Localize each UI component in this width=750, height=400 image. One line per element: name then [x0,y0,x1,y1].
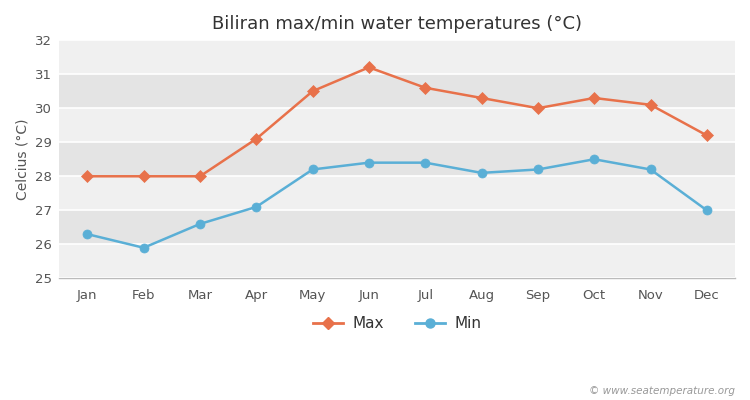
Max [646,102,655,107]
Max [252,136,261,141]
Max [82,174,92,179]
Max [140,174,148,179]
Bar [59,142,735,176]
Max [308,89,317,94]
Min [646,167,655,172]
Bar [59,244,735,278]
Min [533,167,542,172]
Bar [59,40,735,74]
Min [421,160,430,165]
Bar [59,210,735,244]
Text: © www.seatemperature.org: © www.seatemperature.org [589,386,735,396]
Min [364,160,374,165]
Min [308,167,317,172]
Title: Biliran max/min water temperatures (°C): Biliran max/min water temperatures (°C) [212,15,582,33]
Bar [59,74,735,108]
Min [140,245,148,250]
Min [477,170,486,175]
Line: Min: Min [82,155,711,252]
Min [590,157,598,162]
Legend: Max, Min: Max, Min [307,310,488,338]
Max [421,85,430,90]
Min [252,204,261,209]
Max [196,174,205,179]
Max [533,106,542,110]
Line: Max: Max [83,63,711,180]
Min [702,208,711,213]
Max [364,65,374,70]
Min [82,232,92,236]
Max [590,96,598,100]
Max [702,133,711,138]
Bar [59,176,735,210]
Min [196,222,205,226]
Bar [59,108,735,142]
Y-axis label: Celcius (°C): Celcius (°C) [15,118,29,200]
Max [477,96,486,100]
